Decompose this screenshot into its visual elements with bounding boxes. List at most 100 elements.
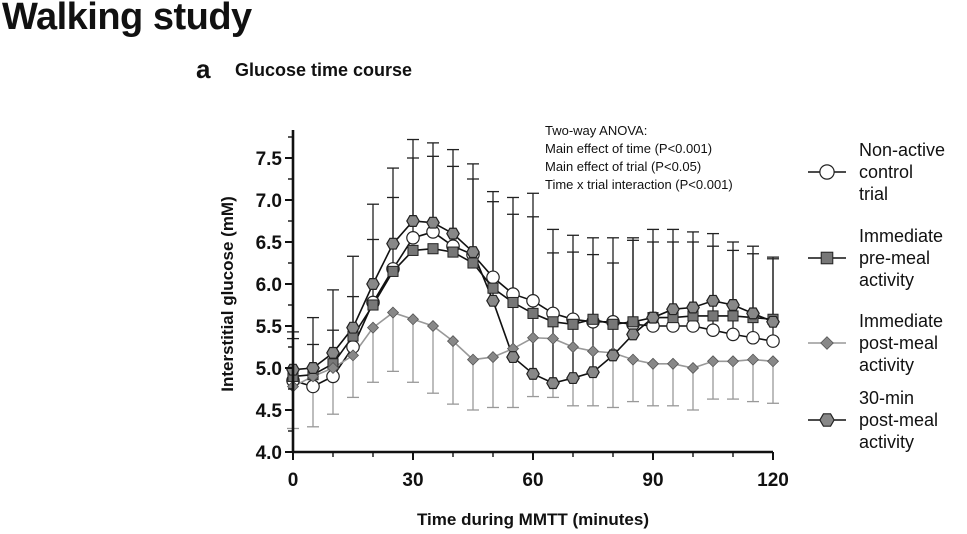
legend-label-1: trial <box>859 184 888 204</box>
point-series-1 <box>486 270 500 285</box>
point-series-3 <box>446 335 460 348</box>
markers-layer <box>286 215 780 394</box>
point-series-3 <box>486 351 500 364</box>
point-series-4 <box>486 294 500 307</box>
point-series-3 <box>326 361 340 375</box>
legend-label-1: Non-active <box>859 140 945 160</box>
point-series-4 <box>446 227 460 240</box>
point-series-2 <box>627 316 639 328</box>
legend-label-4: post-meal <box>859 410 938 430</box>
point-series-3 <box>406 313 420 326</box>
point-series-1 <box>406 231 420 245</box>
point-series-3 <box>526 331 540 344</box>
legend: Non-activecontroltrialImmediatepre-meala… <box>808 140 945 452</box>
point-series-4 <box>746 307 760 320</box>
point-series-4 <box>566 372 580 385</box>
point-series-3 <box>746 353 760 366</box>
legend-marker-3 <box>820 336 834 350</box>
panel-letter: a <box>196 54 211 84</box>
point-series-4 <box>706 294 720 307</box>
legend-label-1: control <box>859 162 913 182</box>
anova-annotation-line: Main effect of time (P<0.001) <box>545 141 712 156</box>
point-series-2 <box>387 265 399 277</box>
x-tick-label: 30 <box>402 470 423 491</box>
point-series-4 <box>606 349 620 362</box>
point-series-3 <box>646 357 660 370</box>
x-tick-label: 60 <box>522 470 543 491</box>
point-series-3 <box>366 321 380 334</box>
anova-annotation-line: Two-way ANOVA: <box>545 123 647 138</box>
point-series-2 <box>367 299 379 311</box>
point-series-3 <box>546 332 560 345</box>
point-series-2 <box>607 318 619 330</box>
point-series-2 <box>547 316 559 328</box>
point-series-4 <box>366 278 380 290</box>
point-series-2 <box>527 307 539 319</box>
point-series-4 <box>426 216 440 229</box>
point-series-3 <box>766 355 780 368</box>
x-tick-label: 120 <box>757 470 789 491</box>
point-series-3 <box>346 349 360 362</box>
legend-label-4: activity <box>859 432 914 452</box>
y-tick-label: 5.5 <box>256 317 283 338</box>
legend-marker-2 <box>820 251 834 265</box>
point-series-2 <box>727 310 739 322</box>
y-tick-label: 4.0 <box>256 443 282 464</box>
legend-label-3: post-meal <box>859 333 938 353</box>
point-series-4 <box>666 303 680 316</box>
point-series-3 <box>726 355 740 368</box>
point-series-2 <box>487 282 499 294</box>
point-series-3 <box>466 353 480 366</box>
point-series-2 <box>447 246 459 258</box>
panel-title: Glucose time course <box>235 60 413 80</box>
point-series-3 <box>566 340 580 354</box>
point-series-3 <box>686 361 700 375</box>
legend-marker-1 <box>819 164 835 180</box>
point-series-2 <box>707 310 719 322</box>
point-series-4 <box>686 301 700 314</box>
point-series-4 <box>526 367 540 380</box>
anova-annotation-line: Main effect of trial (P<0.05) <box>545 159 701 174</box>
point-series-3 <box>666 357 680 370</box>
point-series-3 <box>586 345 600 358</box>
anova-annotation: Two-way ANOVA: Main effect of time (P<0.0… <box>545 123 733 192</box>
point-series-4 <box>546 377 560 390</box>
point-series-1 <box>766 334 780 348</box>
legend-label-2: pre-meal <box>859 248 930 268</box>
anova-annotation-line: Time x trial interaction (P<0.001) <box>545 177 733 192</box>
legend-label-2: activity <box>859 270 914 290</box>
point-series-1 <box>686 319 700 333</box>
point-series-3 <box>426 319 440 333</box>
y-tick-label: 6.0 <box>256 275 282 296</box>
point-series-2 <box>567 318 579 330</box>
legend-label-3: activity <box>859 355 914 375</box>
axes-layer: 4.0 4.5 5.0 5.5 6.0 6.5 7.0 7.5 0 30 60 90 120 Time d… <box>218 130 789 529</box>
y-tick-label: 7.5 <box>256 149 283 170</box>
legend-marker-4 <box>819 413 835 427</box>
point-series-1 <box>726 327 740 342</box>
point-series-2 <box>427 243 439 255</box>
y-tick-label: 5.0 <box>256 359 282 380</box>
page-title: Walking study <box>2 0 252 38</box>
point-series-4 <box>346 321 360 334</box>
point-series-2 <box>407 244 419 256</box>
point-series-3 <box>386 306 400 319</box>
legend-label-4: 30-min <box>859 388 914 408</box>
point-series-4 <box>726 299 740 311</box>
y-tick-label: 6.5 <box>256 233 283 254</box>
point-series-4 <box>586 366 600 379</box>
x-tick-label: 90 <box>642 470 663 491</box>
point-series-4 <box>326 346 340 359</box>
x-axis-label: Time during MMTT (minutes) <box>417 510 649 529</box>
point-series-2 <box>507 296 519 309</box>
legend-label-3: Immediate <box>859 311 943 331</box>
point-series-1 <box>706 323 720 337</box>
point-series-4 <box>466 246 480 259</box>
point-series-4 <box>306 362 320 374</box>
point-series-1 <box>746 330 760 345</box>
point-series-1 <box>526 293 540 308</box>
legend-label-2: Immediate <box>859 226 943 246</box>
point-series-4 <box>646 311 660 324</box>
point-series-4 <box>766 315 780 328</box>
